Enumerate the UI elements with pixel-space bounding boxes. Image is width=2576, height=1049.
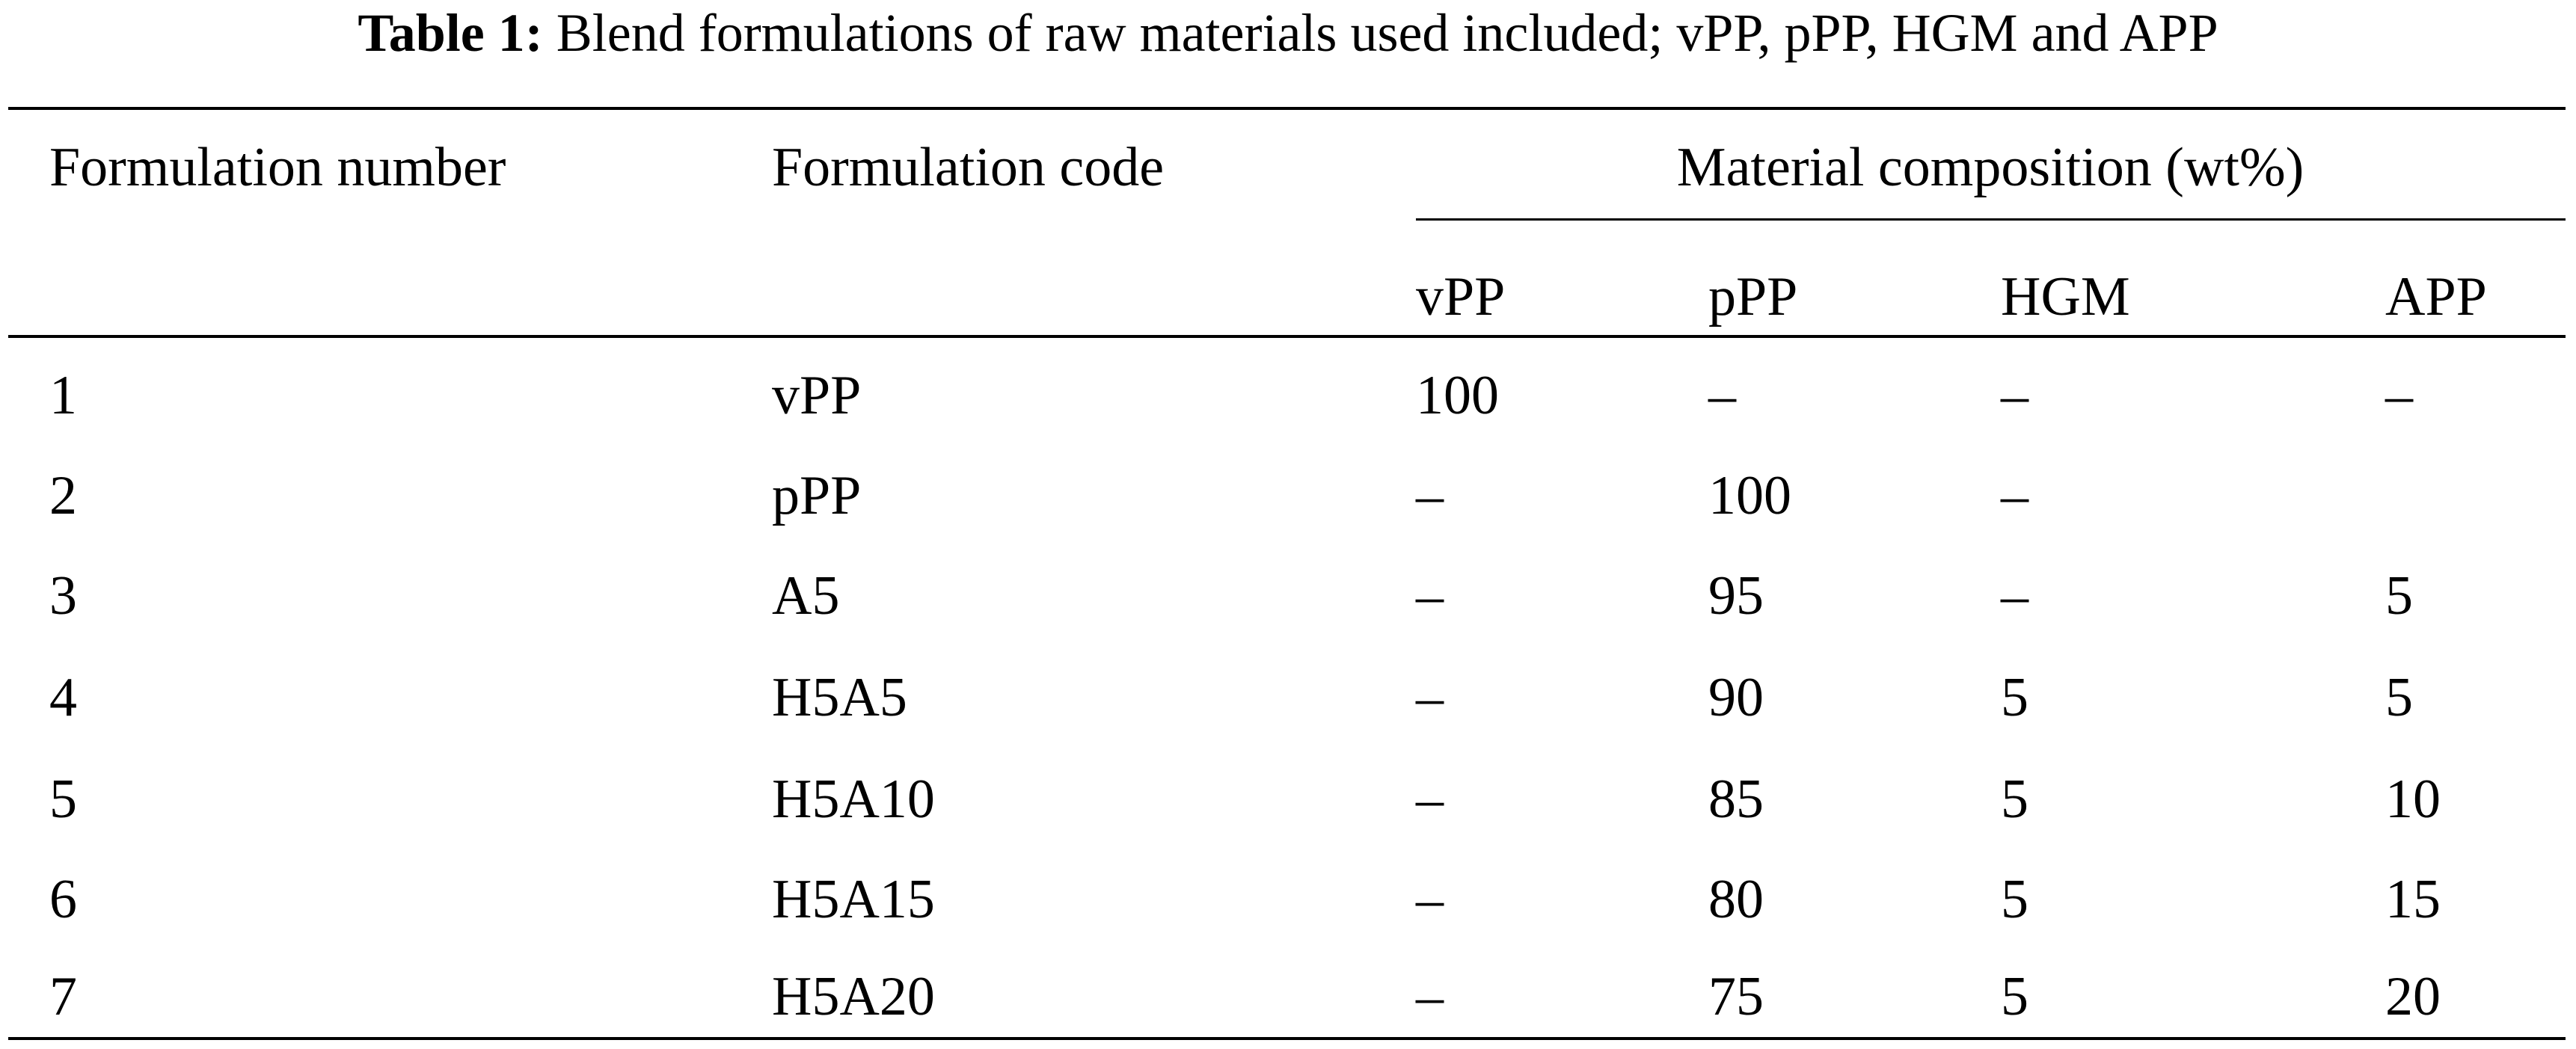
table-cell: 80 xyxy=(1708,869,1764,930)
table-cell: 15 xyxy=(2385,869,2441,930)
table-cell: 100 xyxy=(1416,365,1499,426)
header-rule xyxy=(8,335,2566,338)
table-cell: 5 xyxy=(2001,869,2028,930)
table-cell: 5 xyxy=(2385,565,2413,627)
table-cell: 1 xyxy=(49,365,77,426)
table-cell: 5 xyxy=(2001,769,2028,830)
table-cell: – xyxy=(1416,769,1444,830)
table-cell: 5 xyxy=(2385,667,2413,728)
bottom-rule xyxy=(8,1037,2566,1040)
table-cell: 7 xyxy=(49,966,77,1027)
caption-text: Blend formulations of raw materials used… xyxy=(556,3,2218,63)
table-cell: H5A20 xyxy=(772,966,935,1027)
table-cell: – xyxy=(1416,565,1444,627)
caption-label: Table 1: xyxy=(358,3,543,63)
table-cell: H5A10 xyxy=(772,769,935,830)
table-caption: Table 1: Blend formulations of raw materi… xyxy=(0,6,2576,60)
subheader-cell: pPP xyxy=(1708,266,1798,327)
table-cell: vPP xyxy=(772,365,862,426)
table-cell: – xyxy=(1416,667,1444,728)
table-cell: – xyxy=(2001,565,2028,627)
table-cell: 5 xyxy=(2001,966,2028,1027)
table-cell: – xyxy=(1416,869,1444,930)
group-rule xyxy=(1416,218,2566,221)
table-cell: – xyxy=(2385,365,2413,426)
table-cell: – xyxy=(2001,465,2028,526)
table-cell: – xyxy=(1416,966,1444,1027)
table-cell: – xyxy=(1416,465,1444,526)
table-cell: – xyxy=(1708,365,1736,426)
table-cell: 90 xyxy=(1708,667,1764,728)
table-cell: H5A15 xyxy=(772,869,935,930)
table-cell: 4 xyxy=(49,667,77,728)
table-cell: 6 xyxy=(49,869,77,930)
table-cell: – xyxy=(2001,365,2028,426)
table-cell: 75 xyxy=(1708,966,1764,1027)
table-cell: 5 xyxy=(2001,667,2028,728)
table-cell: 10 xyxy=(2385,769,2441,830)
table-cell: H5A5 xyxy=(772,667,907,728)
subheader-cell: APP xyxy=(2385,266,2487,327)
header-cell: Formulation code xyxy=(772,137,1165,198)
header-cell: Material composition (wt%) xyxy=(1676,137,2304,198)
table-cell: 3 xyxy=(49,565,77,627)
header-cell: Formulation number xyxy=(49,137,506,198)
table-cell: pPP xyxy=(772,465,862,526)
table-cell: 100 xyxy=(1708,465,1791,526)
table-cell: 5 xyxy=(49,769,77,830)
table-cell: 20 xyxy=(2385,966,2441,1027)
table-cell: 85 xyxy=(1708,769,1764,830)
subheader-cell: HGM xyxy=(2001,266,2130,327)
top-rule xyxy=(8,107,2566,110)
table-cell: 2 xyxy=(49,465,77,526)
table-cell: 95 xyxy=(1708,565,1764,627)
subheader-cell: vPP xyxy=(1416,266,1506,327)
table-cell: A5 xyxy=(772,565,840,627)
